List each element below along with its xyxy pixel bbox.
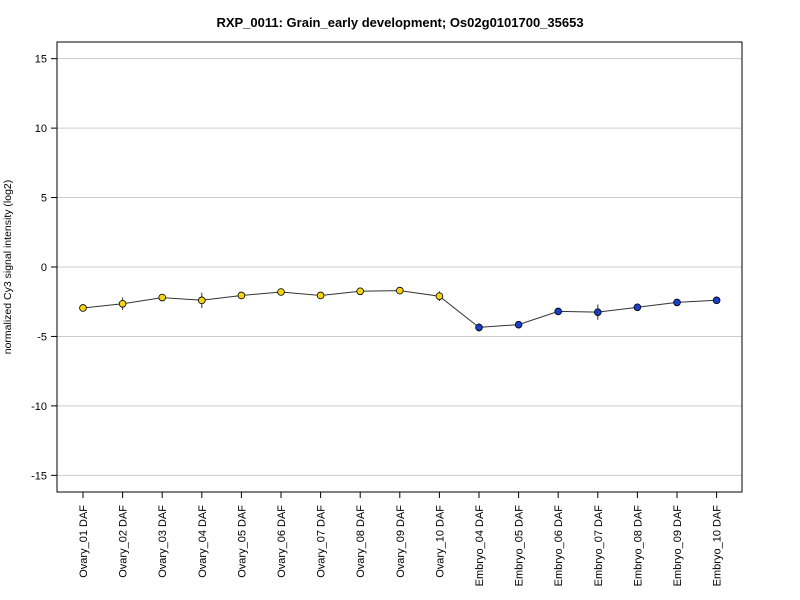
x-tick-label: Ovary_07 DAF — [316, 505, 328, 578]
data-point — [277, 288, 285, 296]
x-tick-label: Ovary_05 DAF — [236, 505, 248, 578]
data-point — [673, 298, 681, 307]
chart-title: RXP_0011: Grain_early development; Os02g… — [216, 15, 583, 30]
x-tick-label: Embryo_04 DAF — [474, 505, 486, 587]
data-point — [475, 323, 483, 332]
y-tick-label: -15 — [31, 470, 47, 482]
data-point — [79, 304, 87, 312]
x-tick-label: Ovary_01 DAF — [78, 505, 90, 578]
y-tick-label: 0 — [41, 262, 47, 274]
x-tick-label: Embryo_09 DAF — [672, 505, 684, 587]
y-axis: -15 -10 -5 0 5 10 15 — [31, 54, 57, 482]
x-tick-label: Ovary_08 DAF — [355, 505, 367, 578]
y-tick-label: -5 — [37, 331, 47, 343]
x-tick-label: Ovary_10 DAF — [434, 505, 446, 578]
x-tick-label: Embryo_05 DAF — [514, 505, 526, 587]
data-point — [593, 308, 602, 316]
data-point — [356, 287, 365, 296]
data-point — [395, 286, 404, 295]
data-point — [554, 307, 562, 316]
data-point — [712, 296, 721, 305]
y-axis-title: normalized Cy3 signal intensity (log2) — [2, 180, 14, 355]
gridlines — [57, 58, 742, 476]
x-tick-label: Ovary_02 DAF — [118, 505, 130, 578]
y-tick-label: 15 — [35, 54, 47, 66]
data-point — [198, 296, 206, 305]
data-point — [435, 292, 444, 300]
series — [79, 286, 721, 332]
x-tick-label: Ovary_03 DAF — [157, 505, 169, 578]
data-point — [237, 291, 246, 300]
data-point — [316, 291, 325, 300]
x-tick-label: Embryo_10 DAF — [712, 505, 724, 587]
data-point — [118, 300, 127, 308]
x-tick-label: Ovary_06 DAF — [276, 505, 288, 578]
x-axis: Ovary_01 DAF Ovary_02 DAF Ovary_03 DAF Ovar… — [78, 492, 724, 586]
y-tick-label: 10 — [35, 123, 47, 135]
x-tick-label: Embryo_08 DAF — [632, 505, 644, 587]
x-tick-label: Ovary_09 DAF — [395, 505, 407, 578]
data-point — [514, 320, 523, 329]
y-tick-label: 5 — [41, 193, 47, 205]
data-point — [158, 293, 167, 302]
y-tick-label: -10 — [31, 401, 47, 413]
series-line — [82, 290, 717, 328]
x-tick-label: Embryo_06 DAF — [553, 505, 565, 587]
x-tick-label: Embryo_07 DAF — [593, 505, 605, 587]
data-point — [633, 303, 642, 312]
x-tick-label: Ovary_04 DAF — [197, 505, 209, 578]
